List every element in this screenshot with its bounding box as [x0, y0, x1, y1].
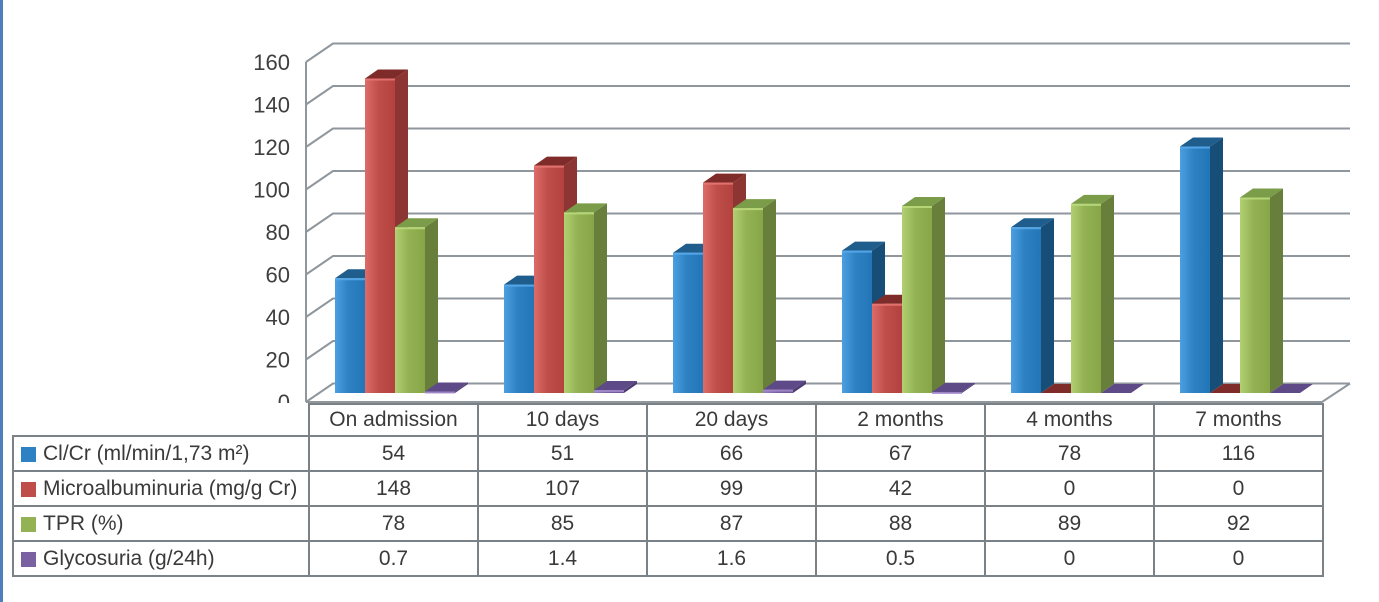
series-color-swatch-icon	[21, 551, 36, 567]
value-cell: 1.4	[477, 540, 648, 577]
value-cell: 99	[646, 470, 817, 507]
bars	[335, 69, 1313, 394]
value-cell: 51	[477, 435, 648, 472]
value-cell: 42	[815, 470, 986, 507]
series-name: TPR (%)	[43, 511, 124, 535]
series-color-swatch-icon	[21, 446, 36, 462]
value-cell: 1.6	[646, 540, 817, 577]
chart-bar	[1101, 384, 1144, 393]
y-axis-tick-label: 120	[253, 135, 290, 160]
table-row: Cl/Cr (ml/min/1,73 m²) 54 51 66 67 78 116	[12, 435, 1324, 472]
value-cell: 54	[308, 435, 479, 472]
value-cell: 0	[984, 470, 1155, 507]
y-axis-tick-label: 80	[266, 220, 290, 245]
series-legend-cell: Microalbuminuria (mg/g Cr)	[12, 470, 310, 507]
value-cell: 116	[1153, 435, 1324, 472]
chart-bar	[1270, 384, 1313, 393]
value-cell: 85	[477, 505, 648, 542]
series-color-swatch-icon	[21, 481, 36, 497]
chart-bar	[1240, 188, 1283, 393]
chart-bar	[564, 203, 607, 393]
series-legend-cell: Cl/Cr (ml/min/1,73 m²)	[12, 435, 310, 472]
series-legend-cell: Glycosuria (g/24h)	[12, 540, 310, 577]
table-row: TPR (%) 78 85 87 88 89 92	[12, 505, 1324, 542]
column-header: 4 months	[984, 403, 1155, 437]
value-cell: 88	[815, 505, 986, 542]
chart-bar	[1180, 137, 1223, 393]
value-cell: 67	[815, 435, 986, 472]
value-cell: 0.5	[815, 540, 986, 577]
page-left-rule	[0, 0, 3, 602]
series-name: Microalbuminuria (mg/g Cr)	[43, 476, 298, 500]
table-corner-cell	[13, 404, 309, 436]
value-cell: 0.7	[308, 540, 479, 577]
table-header-row: On admission 10 days 20 days 2 months 4 mont…	[13, 403, 1324, 437]
column-header: 20 days	[646, 403, 817, 437]
chart-bar	[902, 197, 945, 393]
chart-bar	[733, 199, 776, 393]
value-cell: 0	[1153, 470, 1324, 507]
y-axis-tick-label: 20	[266, 348, 290, 373]
y-axis-tick-label: 40	[266, 305, 290, 330]
table-row: Microalbuminuria (mg/g Cr) 148 107 99 42 0 0	[12, 470, 1324, 507]
y-axis-tick-label: 140	[253, 93, 290, 118]
value-cell: 92	[1153, 505, 1324, 542]
data-table: On admission 10 days 20 days 2 months 4 mont…	[12, 403, 1324, 577]
column-header: 10 days	[477, 403, 648, 437]
series-color-swatch-icon	[21, 516, 36, 532]
chart-bar	[395, 218, 438, 393]
value-cell: 78	[308, 505, 479, 542]
column-header: 2 months	[815, 403, 986, 437]
value-cell: 87	[646, 505, 817, 542]
value-cell: 0	[984, 540, 1155, 577]
y-axis-tick-label: 100	[253, 178, 290, 203]
chart-area: 0 20 40 60 80 100 120 140 160	[253, 42, 1351, 412]
value-cell: 66	[646, 435, 817, 472]
chart-bar	[1071, 194, 1114, 393]
chart-bar	[425, 382, 468, 394]
column-header: 7 months	[1153, 403, 1324, 437]
y-axis-tick-label: 160	[253, 50, 290, 75]
column-header: On admission	[308, 403, 479, 437]
value-cell: 107	[477, 470, 648, 507]
series-name: Cl/Cr (ml/min/1,73 m²)	[43, 441, 250, 465]
chart-bar	[932, 382, 975, 394]
table-row: Glycosuria (g/24h) 0.7 1.4 1.6 0.5 0 0	[12, 540, 1324, 577]
chart-bar	[1011, 218, 1054, 393]
series-legend-cell: TPR (%)	[12, 505, 310, 542]
value-cell: 0	[1153, 540, 1324, 577]
value-cell: 78	[984, 435, 1155, 472]
value-cell: 148	[308, 470, 479, 507]
chart-bar	[763, 380, 806, 393]
value-cell: 89	[984, 505, 1155, 542]
series-name: Glycosuria (g/24h)	[43, 546, 215, 570]
chart-bar	[594, 381, 637, 393]
y-axis-tick-label: 60	[266, 263, 290, 288]
